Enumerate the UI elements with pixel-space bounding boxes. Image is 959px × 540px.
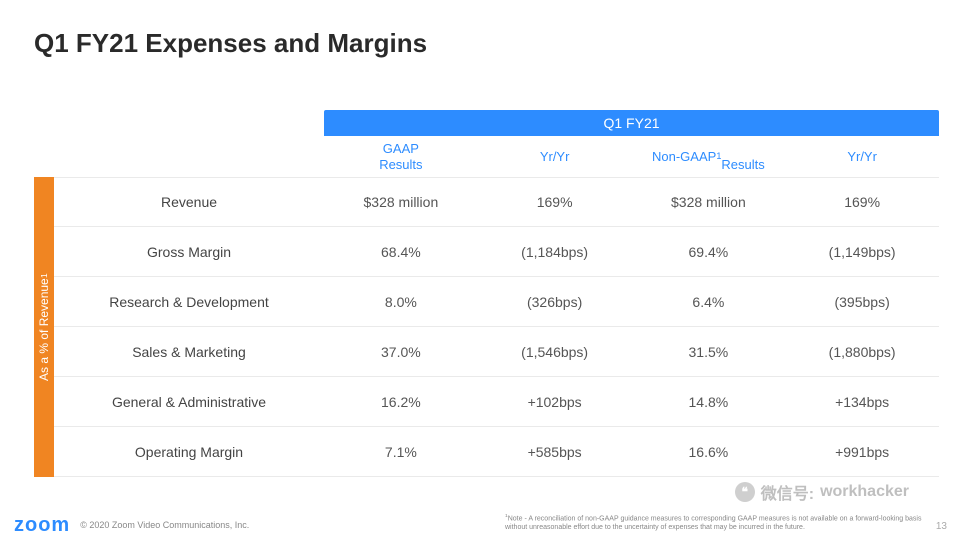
wechat-icon: ❝ [735, 482, 755, 502]
cell: 16.6% [632, 427, 786, 476]
cell: 68.4% [324, 227, 478, 276]
cell: (1,184bps) [478, 227, 632, 276]
page-number: 13 [936, 521, 947, 532]
cell: 69.4% [632, 227, 786, 276]
cell: 169% [478, 178, 632, 226]
table-row: 68.4% (1,184bps) 69.4% (1,149bps) [324, 227, 939, 277]
row-label: Research & Development [54, 277, 324, 327]
row-label: General & Administrative [54, 377, 324, 427]
watermark: ❝ 微信号: workhacker [735, 480, 909, 504]
cell: (326bps) [478, 277, 632, 326]
col-header-nongaap-yryr: Yr/Yr [785, 136, 939, 177]
cell: (1,880bps) [785, 327, 939, 376]
cell: 169% [785, 178, 939, 226]
cell: (395bps) [785, 277, 939, 326]
cell: 7.1% [324, 427, 478, 476]
row-labels-column: Revenue Gross Margin Research & Developm… [54, 177, 324, 477]
column-headers: GAAPResults Yr/Yr Non-GAAP1Results Yr/Yr [324, 136, 939, 177]
watermark-handle: workhacker [820, 483, 909, 501]
cell: +991bps [785, 427, 939, 476]
cell: (1,546bps) [478, 327, 632, 376]
slide-title: Q1 FY21 Expenses and Margins [34, 28, 427, 59]
table-row: 37.0% (1,546bps) 31.5% (1,880bps) [324, 327, 939, 377]
col-header-gaap-yryr: Yr/Yr [478, 136, 632, 177]
cell: +102bps [478, 377, 632, 426]
col-header-nongaap-results: Non-GAAP1Results [632, 136, 786, 177]
cell: 8.0% [324, 277, 478, 326]
footnote-text: 1Note - A reconciliation of non-GAAP gui… [505, 514, 925, 532]
row-label: Gross Margin [54, 227, 324, 277]
cell: +134bps [785, 377, 939, 426]
cell: 37.0% [324, 327, 478, 376]
financials-table: As a % of Revenue1 Revenue Gross Margin … [34, 110, 939, 477]
cell: 14.8% [632, 377, 786, 426]
row-label: Operating Margin [54, 427, 324, 477]
cell: (1,149bps) [785, 227, 939, 276]
data-rows: $328 million 169% $328 million 169% 68.4… [324, 177, 939, 477]
cell: 16.2% [324, 377, 478, 426]
sidebar-revenue-pct-label: As a % of Revenue1 [34, 177, 54, 477]
zoom-logo: zoom [14, 514, 70, 537]
col-header-gaap-results: GAAPResults [324, 136, 478, 177]
cell: +585bps [478, 427, 632, 476]
table-row: 16.2% +102bps 14.8% +134bps [324, 377, 939, 427]
row-label: Revenue [54, 177, 324, 227]
period-header: Q1 FY21 [324, 110, 939, 136]
table-row: $328 million 169% $328 million 169% [324, 177, 939, 227]
cell: $328 million [632, 178, 786, 226]
table-row: 7.1% +585bps 16.6% +991bps [324, 427, 939, 477]
cell: 6.4% [632, 277, 786, 326]
watermark-prefix: 微信号: [761, 480, 814, 504]
data-area: Q1 FY21 GAAPResults Yr/Yr Non-GAAP1Resul… [324, 110, 939, 477]
cell: 31.5% [632, 327, 786, 376]
copyright-text: © 2020 Zoom Video Communications, Inc. [80, 520, 249, 530]
row-label: Sales & Marketing [54, 327, 324, 377]
table-row: 8.0% (326bps) 6.4% (395bps) [324, 277, 939, 327]
cell: $328 million [324, 178, 478, 226]
